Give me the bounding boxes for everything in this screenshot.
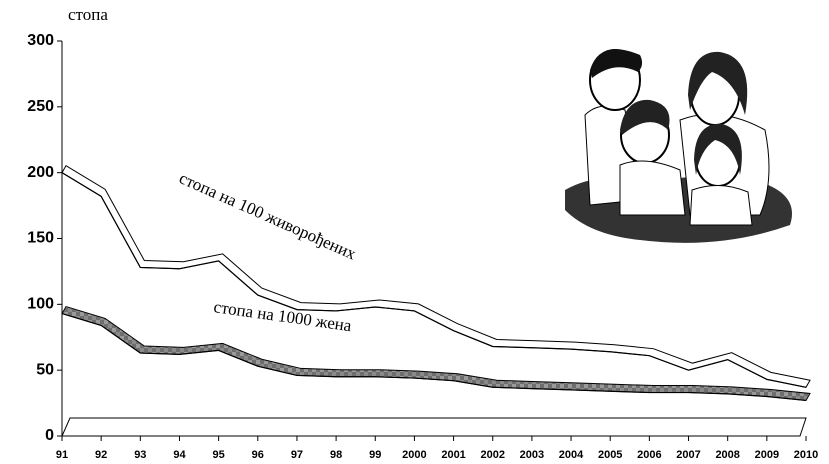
y-tick-label: 150 — [27, 230, 54, 247]
y-tick-label: 250 — [27, 98, 54, 115]
series-label: стопа на 100 живорођених — [176, 168, 359, 263]
x-tick-label: 92 — [95, 449, 107, 461]
x-tick-label: 96 — [252, 449, 264, 461]
x-tick-label: 93 — [134, 449, 146, 461]
family-illustration — [565, 49, 792, 243]
x-tick-label: 99 — [369, 449, 381, 461]
y-axis-label: стопа — [68, 5, 108, 24]
y-tick-label: 0 — [45, 427, 54, 444]
x-tick-label: 2005 — [598, 449, 622, 461]
x-tick-label: 2010 — [794, 449, 818, 461]
y-tick-label: 100 — [27, 296, 54, 313]
x-tick-label: 2008 — [715, 449, 739, 461]
floor — [61, 417, 807, 437]
x-tick-label: 94 — [173, 449, 186, 461]
x-tick-label: 98 — [330, 449, 342, 461]
x-tick-label: 2006 — [637, 449, 661, 461]
x-tick-label: 91 — [56, 449, 68, 461]
x-tick-label: 2003 — [520, 449, 544, 461]
x-tick-label: 2004 — [559, 449, 584, 461]
y-tick-label: 50 — [36, 361, 54, 378]
x-tick-label: 2002 — [480, 449, 504, 461]
line — [61, 312, 807, 402]
line — [61, 172, 807, 388]
x-tick-label: 2001 — [441, 449, 465, 461]
x-tick-label: 2009 — [755, 449, 779, 461]
y-tick-label: 200 — [27, 164, 54, 181]
y-tick-label: 300 — [27, 32, 54, 49]
x-tick-label: 2000 — [402, 449, 426, 461]
x-tick-label: 97 — [291, 449, 303, 461]
x-tick-label: 2007 — [676, 449, 700, 461]
x-tick-label: 95 — [213, 449, 225, 461]
